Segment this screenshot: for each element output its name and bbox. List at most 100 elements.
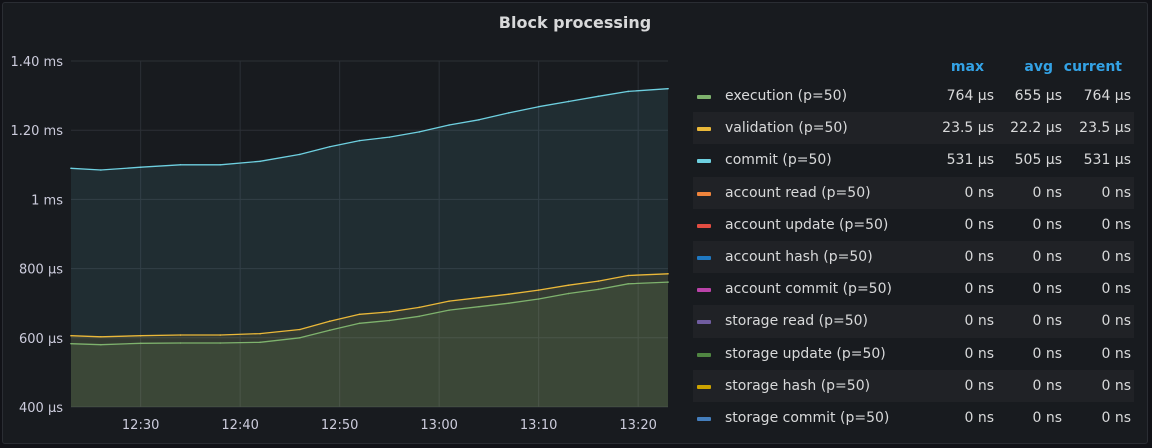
data-point: [418, 131, 421, 133]
series-color-swatch: [697, 416, 711, 421]
legend-max-value: 531 µs: [946, 152, 994, 169]
data-point: [597, 280, 600, 282]
series-color-swatch: [697, 95, 711, 99]
series-color-swatch: [697, 352, 711, 357]
series-area: [71, 273, 668, 407]
data-point: [567, 284, 570, 287]
data-point: [597, 95, 600, 98]
data-point: [179, 334, 182, 336]
series-color-swatch: [697, 127, 711, 132]
data-point: [100, 169, 102, 171]
data-point: [537, 105, 540, 108]
data-point: [388, 319, 391, 322]
series-color-swatch: [697, 384, 711, 389]
legend-series-name[interactable]: storage update (p=50): [725, 345, 886, 362]
y-tick-label: 600 µs: [19, 332, 63, 347]
series-color-swatch: [697, 191, 711, 196]
series-areas: [71, 88, 668, 407]
legend-avg-value: 0 ns: [1032, 377, 1062, 394]
data-point: [139, 334, 142, 337]
data-point: [299, 337, 301, 339]
time-series-chart[interactable]: 400 µs 600 µs 800 µs 1 ms 1.20 ms 1.40 ms 12:…: [0, 0, 690, 448]
legend-series-name[interactable]: storage read (p=50): [725, 313, 868, 330]
data-point: [418, 315, 421, 318]
data-point: [139, 342, 142, 345]
legend-series-name[interactable]: storage hash (p=50): [725, 377, 871, 394]
legend-max-value: 0 ns: [964, 184, 994, 201]
data-point: [567, 100, 570, 103]
legend-row[interactable]: storage read (p=50) 0 ns 0 ns 0 ns: [693, 305, 1134, 338]
legend-current-value: 0 ns: [1101, 313, 1131, 330]
x-tick-label: 12:50: [321, 418, 358, 433]
data-point: [358, 322, 361, 325]
legend-row[interactable]: storage update (p=50) 0 ns 0 ns 0 ns: [693, 338, 1134, 370]
legend-rows: execution (p=50) 764 µs 655 µs 764 µs valida…: [693, 80, 1134, 434]
legend-row[interactable]: storage hash (p=50) 0 ns 0 ns 0 ns: [693, 369, 1134, 402]
legend-row[interactable]: account update (p=50) 0 ns 0 ns 0 ns: [693, 209, 1134, 241]
legend-avg-value: 22.2 µs: [1010, 120, 1062, 137]
legend-avg-value: 0 ns: [1032, 184, 1062, 201]
panel-title[interactable]: Block processing: [498, 13, 652, 32]
data-point: [219, 334, 222, 336]
data-point: [100, 343, 102, 346]
data-point: [478, 119, 480, 121]
legend-row[interactable]: commit (p=50) 531 µs 505 µs 531 µs: [693, 144, 1134, 176]
legend-series-name[interactable]: execution (p=50): [725, 88, 848, 104]
data-point: [328, 146, 331, 148]
legend-row[interactable]: validation (p=50) 23.5 µs 22.2 µs 23.5 µs: [693, 112, 1134, 145]
y-axis: 400 µs 600 µs 800 µs 1 ms 1.20 ms 1.40 ms: [10, 55, 63, 416]
data-point: [328, 320, 331, 322]
series-area: [71, 282, 668, 407]
legend-series-name[interactable]: storage commit (p=50): [725, 409, 890, 426]
legend-row[interactable]: execution (p=50) 764 µs 655 µs 764 µs: [693, 80, 1134, 112]
legend-current-value: 0 ns: [1101, 184, 1131, 201]
data-point: [627, 90, 629, 93]
data-point: [179, 164, 182, 166]
data-point: [299, 153, 301, 156]
data-point: [219, 164, 222, 166]
series-color-swatch: [697, 223, 711, 228]
legend-series-name[interactable]: validation (p=50): [725, 120, 848, 137]
legend-row[interactable]: account hash (p=50) 0 ns 0 ns 0 ns: [693, 240, 1134, 274]
data-point: [508, 112, 510, 114]
legend-series-name[interactable]: account update (p=50): [725, 216, 889, 233]
x-tick-label: 12:40: [221, 418, 258, 433]
legend-max-value: 0 ns: [964, 345, 994, 362]
data-point: [667, 272, 669, 275]
data-point: [388, 136, 391, 138]
legend-row[interactable]: account commit (p=50) 0 ns 0 ns 0 ns: [693, 273, 1134, 305]
legend-avg-value: 0 ns: [1032, 313, 1062, 330]
data-point: [388, 311, 391, 313]
legend-series-name[interactable]: account hash (p=50): [725, 248, 873, 265]
data-point: [508, 302, 510, 305]
legend-current-value: 531 µs: [1083, 152, 1131, 169]
y-tick-label: 1 ms: [31, 193, 63, 208]
legend-row[interactable]: storage commit (p=50) 0 ns 0 ns 0 ns: [693, 402, 1134, 434]
data-point: [259, 341, 261, 344]
column-header-avg[interactable]: avg: [1024, 59, 1053, 75]
data-point: [299, 328, 301, 331]
data-point: [478, 305, 480, 308]
y-tick-label: 1.40 ms: [10, 55, 63, 70]
y-tick-label: 400 µs: [19, 401, 63, 416]
legend-avg-value: 0 ns: [1032, 248, 1062, 265]
legend-max-value: 0 ns: [964, 281, 994, 298]
data-point: [667, 281, 669, 283]
data-point: [448, 309, 450, 311]
legend-row[interactable]: account read (p=50) 0 ns 0 ns 0 ns: [693, 176, 1134, 209]
legend-max-value: 0 ns: [964, 216, 994, 233]
x-tick-label: 13:20: [619, 418, 656, 433]
legend-series-name[interactable]: account read (p=50): [725, 184, 871, 201]
legend-series-name[interactable]: account commit (p=50): [725, 281, 892, 298]
legend-max-value: 0 ns: [964, 313, 994, 330]
legend-series-name[interactable]: commit (p=50): [725, 152, 832, 169]
column-header-max[interactable]: max: [950, 59, 984, 75]
legend-avg-value: 0 ns: [1032, 281, 1062, 298]
y-tick-label: 800 µs: [19, 263, 63, 278]
legend-table: max avg current execution (p=50) 764 µs 65…: [693, 52, 1134, 434]
column-header-current[interactable]: current: [1063, 59, 1122, 75]
data-point: [478, 296, 480, 299]
data-point: [627, 274, 629, 277]
legend-max-value: 0 ns: [964, 377, 994, 394]
